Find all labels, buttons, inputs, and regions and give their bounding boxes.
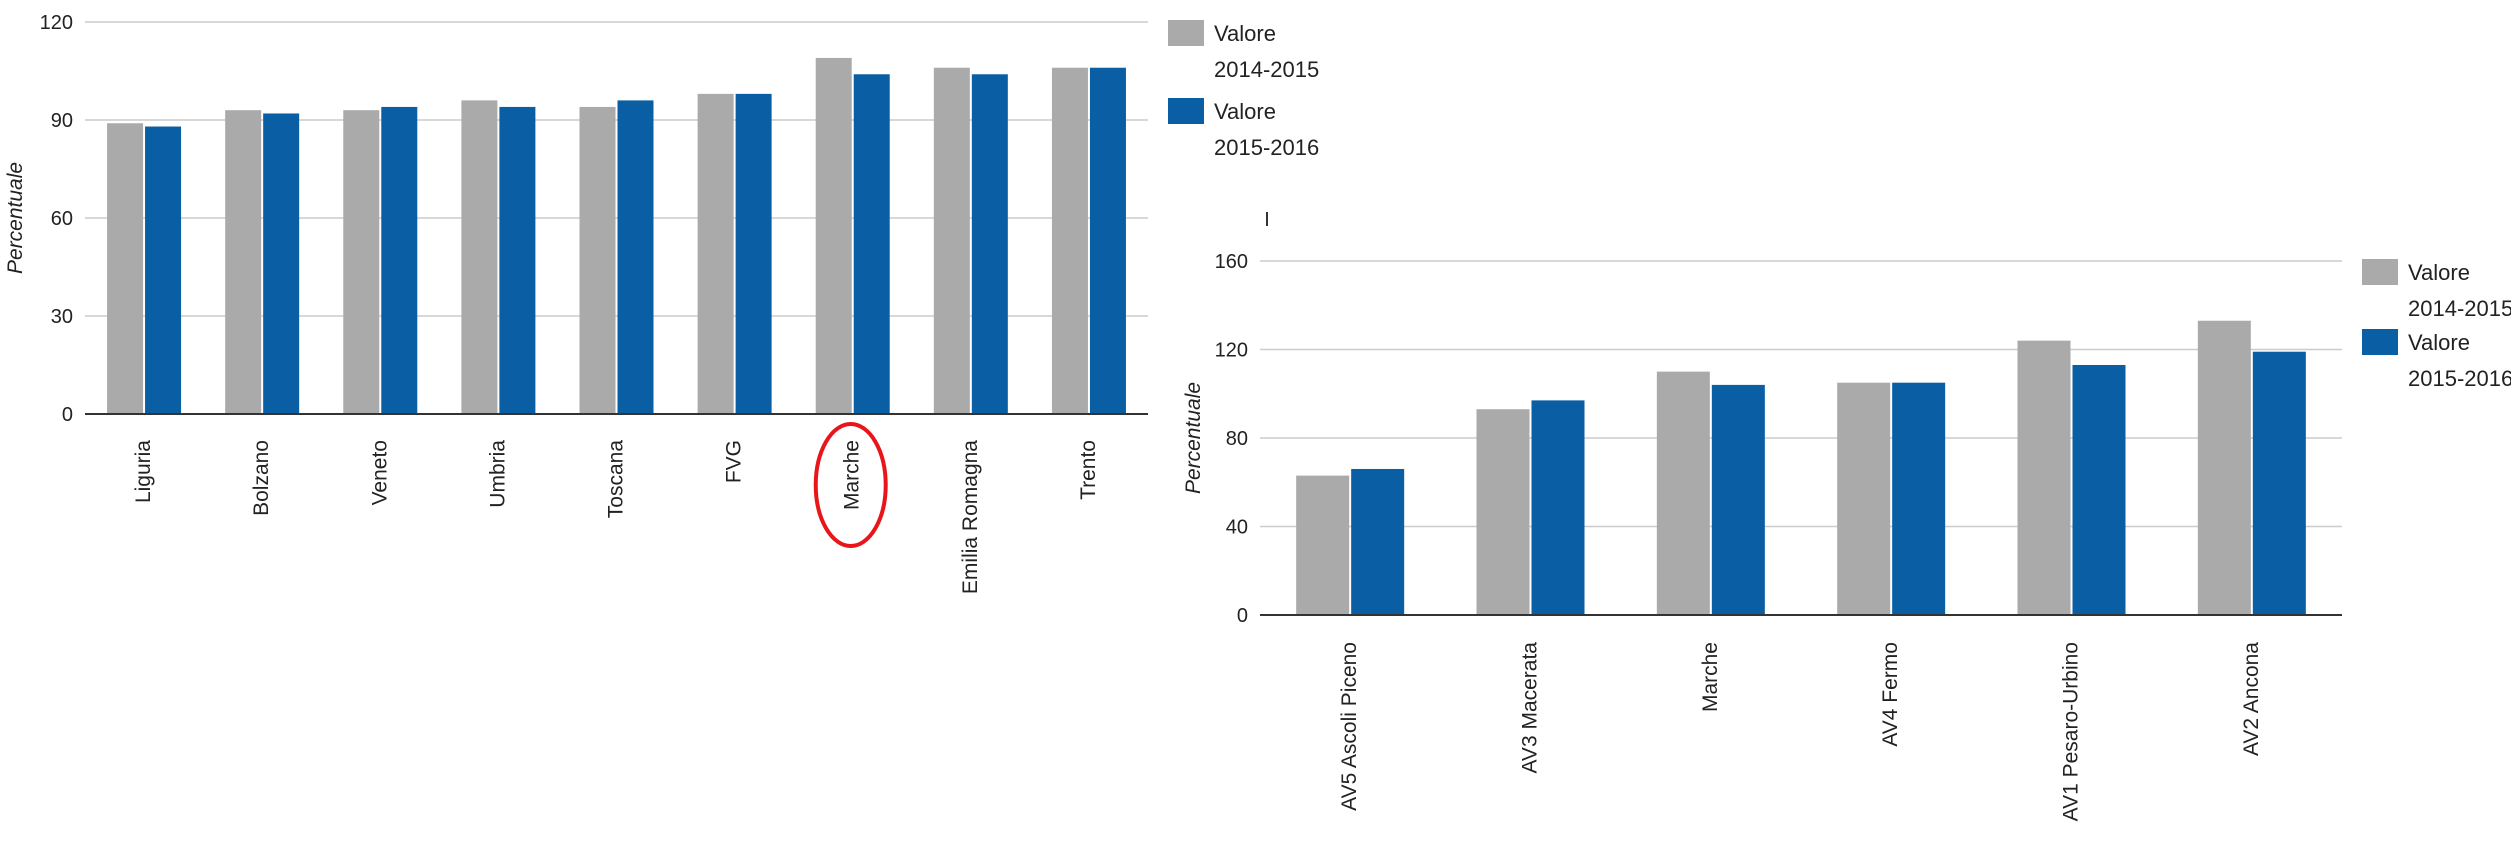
category-label: AV4 Fermo — [1879, 642, 1902, 747]
bar-2014-2015 — [225, 110, 262, 414]
legend-swatch — [1168, 98, 1204, 124]
bar-2015-2016 — [145, 126, 182, 415]
y-axis-label: Percentuale — [1182, 382, 1205, 494]
y-tick-label: 30 — [51, 306, 73, 328]
legend-label: 2014-2015 — [1214, 57, 1319, 82]
category-label: AV3 Macerata — [1519, 642, 1542, 774]
highlight-circle — [813, 422, 888, 548]
bar-2015-2016 — [735, 93, 772, 414]
bar-2015-2016 — [1711, 384, 1765, 615]
bar-2014-2015 — [697, 93, 734, 414]
y-tick-label: 160 — [1215, 251, 1248, 273]
category-label: Marche — [1699, 642, 1722, 712]
y-tick-label: 90 — [51, 110, 73, 132]
bar-2015-2016 — [971, 74, 1008, 415]
bar-2014-2015 — [1837, 382, 1891, 615]
bar-2014-2015 — [2017, 340, 2071, 615]
category-label: Umbria — [486, 440, 509, 508]
y-tick-label: 60 — [51, 208, 73, 230]
bar-2014-2015 — [461, 100, 498, 415]
bar-2015-2016 — [853, 74, 890, 415]
bar-2015-2016 — [617, 100, 654, 415]
legend-label: Valore — [1214, 99, 1276, 124]
category-label: Bolzano — [250, 440, 273, 516]
category-label: Marche — [841, 440, 864, 510]
y-axis-label: Percentuale — [4, 162, 27, 274]
bar-2015-2016 — [1351, 468, 1405, 615]
area-bar-chart: 0 40 80 120 160 Percentuale AV5 Ascoli Piceno A… — [1182, 251, 2511, 821]
bar-2015-2016 — [263, 113, 300, 414]
bar-2014-2015 — [579, 106, 616, 414]
legend-swatch — [1168, 20, 1204, 46]
category-label: AV1 Pesaro-Urbino — [2060, 642, 2083, 821]
legend-label: 2015-2016 — [2408, 366, 2511, 391]
category-label: Trento — [1077, 440, 1100, 500]
bar-2015-2016 — [2072, 364, 2126, 615]
bar-2014-2015 — [1296, 475, 1350, 615]
y-tick-label: 80 — [1226, 428, 1248, 450]
category-label: Veneto — [368, 440, 391, 505]
category-label: FVG — [723, 440, 746, 483]
bar-2014-2015 — [1051, 67, 1088, 414]
bar-2014-2015 — [815, 57, 852, 414]
legend-label: Valore — [2408, 260, 2470, 285]
legend-label: Valore — [1214, 21, 1276, 46]
legend-label: 2014-2015 — [2408, 296, 2511, 321]
bar-2014-2015 — [1476, 409, 1530, 615]
bar-2015-2016 — [381, 106, 418, 414]
bar-2014-2015 — [933, 67, 970, 414]
legend-swatch — [2362, 259, 2398, 285]
category-label: Emilia Romagna — [959, 440, 982, 594]
bar-2015-2016 — [1892, 382, 1946, 615]
y-tick-label: 120 — [40, 12, 73, 34]
bar-2015-2016 — [499, 106, 536, 414]
category-label: Toscana — [605, 440, 628, 519]
y-tick-label: 0 — [62, 404, 73, 426]
legend-label: Valore — [2408, 330, 2470, 355]
regional-bar-chart: 0 30 60 90 120 Percentuale Liguria Bolzano Venet… — [4, 12, 1319, 594]
legend-label: 2015-2016 — [1214, 135, 1319, 160]
bar-2015-2016 — [1089, 67, 1126, 414]
bar-2014-2015 — [2197, 320, 2251, 615]
y-tick-label: 0 — [1237, 605, 1248, 627]
legend-swatch — [2362, 329, 2398, 355]
bar-2015-2016 — [2252, 351, 2306, 615]
bar-2014-2015 — [107, 123, 144, 415]
category-label: AV5 Ascoli Piceno — [1338, 642, 1361, 811]
category-label: AV2 Ancona — [2240, 642, 2263, 756]
y-tick-label: 120 — [1215, 340, 1248, 362]
category-label: Liguria — [132, 440, 155, 503]
y-tick-label: 40 — [1226, 517, 1248, 539]
bar-2014-2015 — [1656, 371, 1710, 615]
bar-2015-2016 — [1531, 400, 1585, 615]
bar-2014-2015 — [343, 110, 380, 414]
